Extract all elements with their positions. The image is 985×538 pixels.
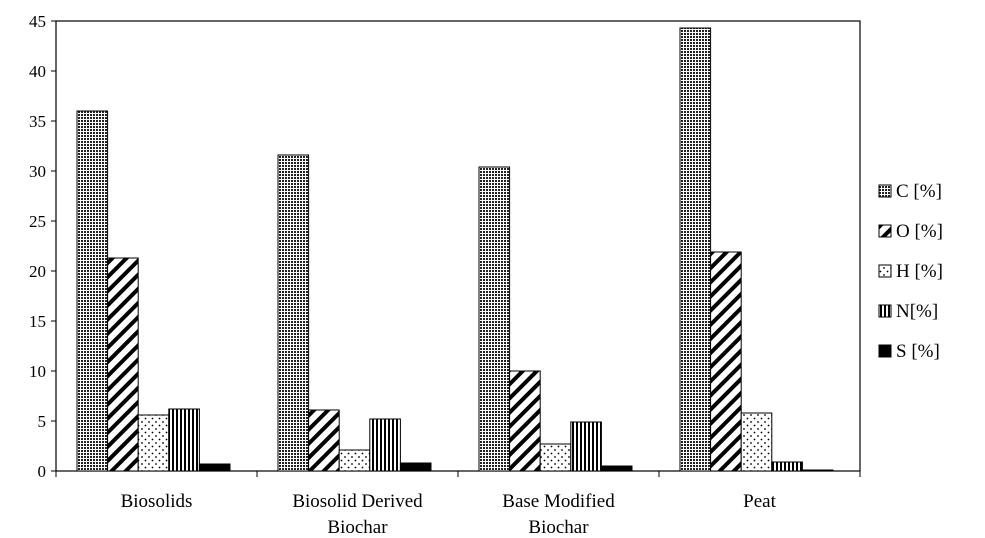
y-tick-label: 15 [29,312,46,331]
bar-h [137,414,170,472]
y-tick-label: 45 [29,12,46,31]
bar-c [76,110,109,472]
legend-label: N[%] [896,301,938,322]
y-tick-label: 10 [29,362,46,381]
legend-swatch [878,264,892,278]
bar-s [801,469,834,472]
y-tick-label: 25 [29,212,46,231]
legend-swatch [878,304,892,318]
x-category-label: Biochar [528,517,589,538]
bar-n [168,408,200,472]
bar-n [771,461,803,472]
x-category-label: Biosolids [121,491,193,512]
plot-area: 0 5 10 15 20 25 30 35 40 45 Biosolids Biosolid Deri… [29,12,861,538]
legend: C [%] O [%] H [%] N[%] S [%] [878,181,943,362]
bar-n [369,418,401,472]
bar-o [509,370,541,472]
bar-h [539,443,572,472]
legend-swatch [878,224,892,238]
x-category-label: Biosolid Derived [292,491,423,512]
y-tick-label: 5 [38,412,47,431]
bar-s [399,462,432,472]
bar-s [600,465,633,472]
x-category-label: Biochar [327,517,388,538]
bar-o [710,251,742,472]
legend-label: O [%] [896,221,943,242]
bar-c [679,27,712,472]
y-tick-label: 30 [29,162,46,181]
legend-label: S [%] [896,341,940,362]
bar-h [740,412,773,472]
bar-o [107,257,139,472]
bar-h [338,449,371,472]
y-tick-label: 40 [29,62,46,81]
y-tick-label: 35 [29,112,46,131]
bar-s [198,463,231,472]
y-tick-label: 0 [38,462,47,481]
bar-o [308,409,340,472]
legend-swatch [878,184,892,198]
bar-c [277,154,310,472]
legend-label: H [%] [896,261,943,282]
y-tick-label: 20 [29,262,46,281]
x-category-label: Peat [743,491,776,512]
bar-c [478,166,511,472]
legend-label: C [%] [896,181,942,202]
legend-swatch [878,344,892,358]
x-category-label: Base Modified [502,491,615,512]
bar-n [570,421,602,472]
